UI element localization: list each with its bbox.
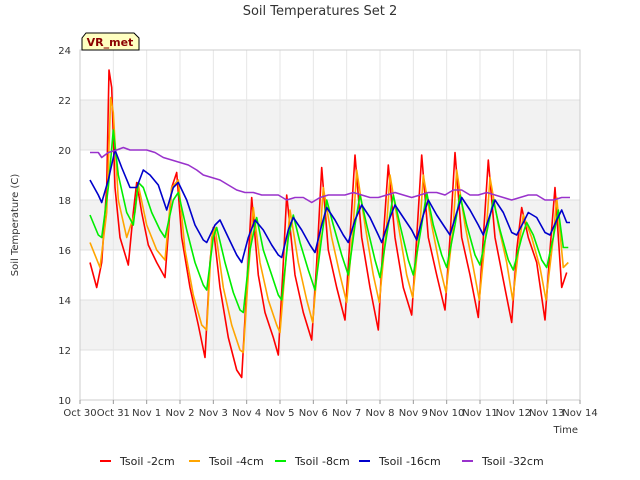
- x-tick-label: Nov 1: [132, 408, 161, 419]
- y-tick-label: 20: [58, 146, 71, 157]
- legend-label: Tsoil -4cm: [208, 455, 264, 468]
- plot-border: [79, 49, 581, 401]
- y-tick-label: 12: [58, 346, 71, 357]
- series-line-tsoil-32cm: [90, 146, 570, 204]
- x-tick-label: Nov 7: [332, 408, 361, 419]
- x-tick-label: Nov 8: [365, 408, 394, 419]
- y-axis-ticks: 10 12 14 16 18 20 22 24: [58, 46, 71, 407]
- plot-band: [80, 50, 580, 100]
- x-tick-label: Nov 3: [199, 408, 228, 419]
- plot-band: [80, 150, 580, 200]
- x-axis-label: Time: [553, 425, 578, 436]
- y-tick-label: 16: [58, 246, 71, 257]
- x-tick-label: Nov 2: [165, 408, 194, 419]
- plot-band: [80, 100, 580, 150]
- x-tick-label: Nov 11: [462, 408, 497, 419]
- legend-label: Tsoil -8cm: [294, 455, 350, 468]
- plot-band: [80, 350, 580, 400]
- legend: Tsoil -2cm Tsoil -4cm Tsoil -8cm Tsoil -16c…: [100, 455, 544, 468]
- badge-background: [81, 32, 140, 51]
- y-tick-label: 14: [58, 296, 71, 307]
- legend-label: Tsoil -2cm: [119, 455, 175, 468]
- x-tick-label: Nov 14: [562, 408, 597, 419]
- plot-band: [80, 300, 580, 350]
- y-tick-label: 10: [58, 396, 71, 407]
- x-tick-label: Oct 31: [97, 408, 130, 419]
- series-line-tsoil-2cm: [89, 69, 568, 379]
- series-line-tsoil-4cm: [89, 96, 569, 354]
- chart-title: Soil Temperatures Set 2: [243, 4, 398, 19]
- y-tick-label: 22: [58, 96, 71, 107]
- badge-label: VR_met: [87, 36, 134, 49]
- legend-label: Tsoil -16cm: [378, 455, 441, 468]
- y-axis-label: Soil Temperature (C): [10, 174, 21, 277]
- x-tick-label: Nov 13: [529, 408, 564, 419]
- series-line-tsoil-16cm: [89, 149, 570, 264]
- x-tick-label: Nov 5: [265, 408, 294, 419]
- x-tick-label: Nov 10: [429, 408, 464, 419]
- x-tick-label: Nov 4: [232, 408, 261, 419]
- x-tick-label: Nov 6: [299, 408, 328, 419]
- x-tick-label: Nov 9: [399, 408, 428, 419]
- legend-label: Tsoil -32cm: [481, 455, 544, 468]
- series-layer: [89, 69, 570, 379]
- y-tick-label: 24: [58, 46, 71, 57]
- x-axis-ticks: Oct 30 Oct 31 Nov 1 Nov 2 Nov 3 Nov 4 Nov 5 Nov…: [63, 400, 598, 419]
- x-tick-label: Oct 30: [63, 408, 96, 419]
- x-tick-label: Nov 12: [496, 408, 531, 419]
- station-badge: VR_met: [81, 32, 140, 51]
- y-tick-label: 18: [58, 196, 71, 207]
